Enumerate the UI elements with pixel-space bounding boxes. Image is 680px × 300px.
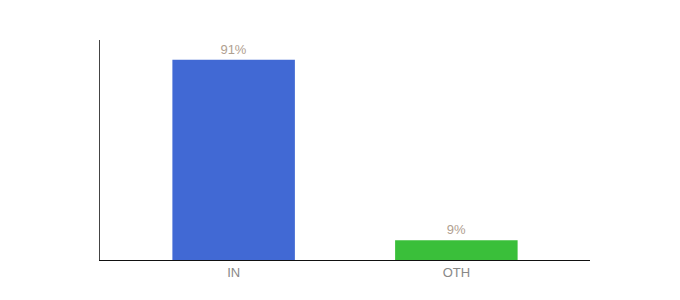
svg-text:91%: 91% (220, 42, 246, 57)
svg-text:OTH: OTH (443, 265, 470, 280)
svg-text:9%: 9% (447, 222, 466, 237)
svg-text:IN: IN (227, 265, 240, 280)
